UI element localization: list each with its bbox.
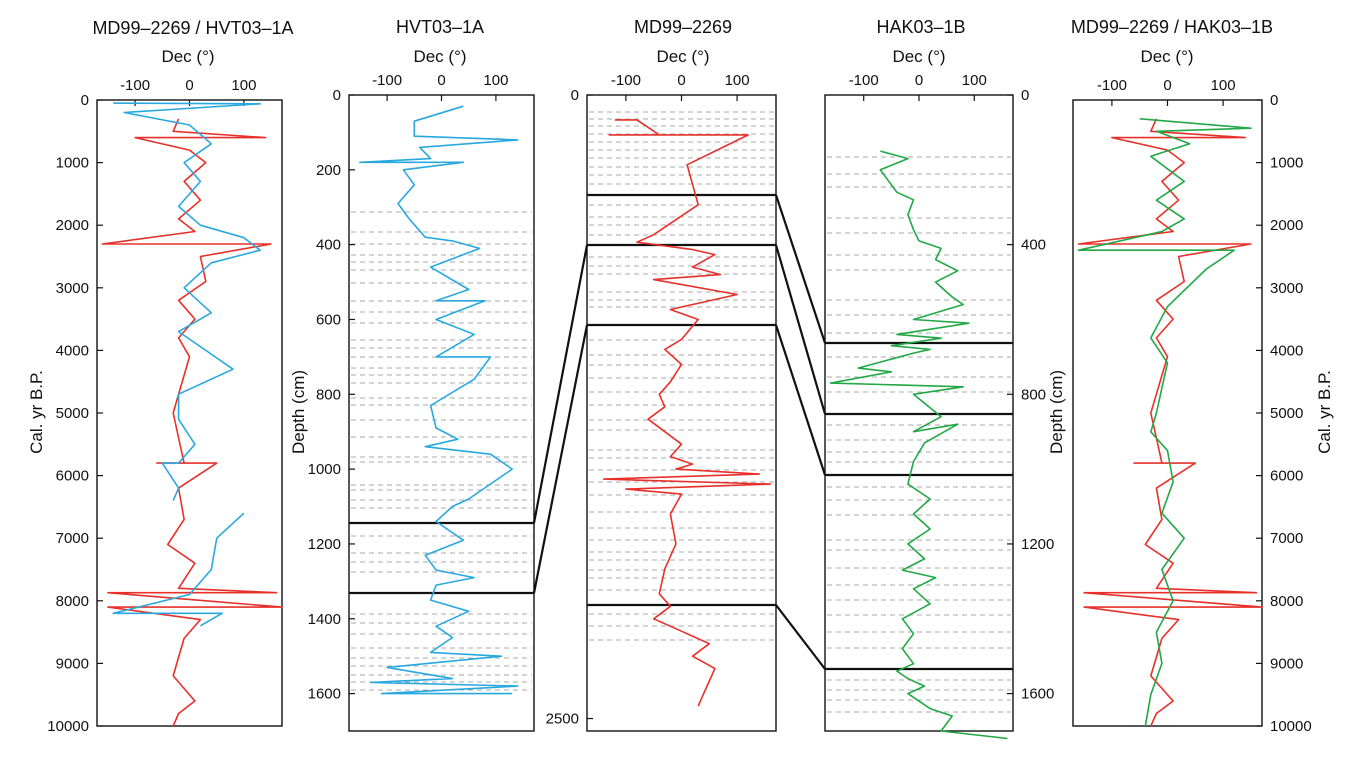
y-tick-label: 1600 [308, 686, 341, 703]
tie-line [532, 244, 589, 524]
tie-line [775, 604, 826, 670]
panel3-xlabel: Dec (°) [656, 47, 709, 66]
p2-series-line [359, 105, 519, 695]
panel4-title: HAK03–1B [876, 17, 965, 37]
y-tick-label: 5000 [56, 405, 89, 422]
x-tick-label: -100 [120, 77, 150, 94]
y-tick-label: 9000 [1270, 655, 1303, 672]
panel3-title: MD99–2269 [634, 17, 732, 37]
y-tick-label: 10000 [1270, 718, 1312, 735]
p1-series-line [113, 102, 261, 501]
y-tick-label: 4000 [56, 342, 89, 359]
y-tick-label: 1600 [1021, 686, 1054, 703]
y-tick-label: 2500 [546, 711, 579, 728]
x-tick-label: 100 [231, 77, 256, 94]
y-tick-label: 800 [1021, 386, 1046, 403]
x-tick-label: 0 [437, 72, 445, 89]
y-tick-label: 4000 [1270, 342, 1303, 359]
panel5-ylabel: Cal. yr B.P. [1315, 370, 1334, 454]
y-tick-label: 0 [571, 87, 579, 104]
p4-series-line [829, 150, 1008, 740]
panel1-title: MD99–2269 / HVT03–1A [92, 18, 293, 38]
p3-panel: -100 0 100 0 2500 [546, 72, 777, 732]
p3-series-line [602, 119, 772, 707]
x-tick-label: -100 [372, 72, 402, 89]
p5-panel: -100 0 10001000200030004000500060007000800… [1072, 77, 1312, 735]
panel2-xlabel: Dec (°) [413, 47, 466, 66]
x-tick-label: 0 [1163, 77, 1171, 94]
x-tick-label: 0 [915, 72, 923, 89]
y-tick-label: 1200 [1021, 536, 1054, 553]
y-tick-label: 3000 [56, 280, 89, 297]
y-tick-label: 2000 [1270, 217, 1303, 234]
panel4-ylabel: Depth (cm) [1047, 370, 1066, 454]
panel5-xlabel: Dec (°) [1140, 47, 1193, 66]
panel2-ylabel: Depth (cm) [289, 370, 308, 454]
y-tick-label: 1200 [308, 536, 341, 553]
y-tick-label: 8000 [56, 593, 89, 610]
tie-line [774, 194, 827, 344]
panel1-xlabel: Dec (°) [161, 47, 214, 66]
p5-series-line [1077, 118, 1252, 727]
p3-frame [586, 94, 777, 732]
x-tick-label: 100 [1211, 77, 1236, 94]
y-tick-label: 6000 [1270, 468, 1303, 485]
tie-line [774, 244, 827, 415]
x-tick-label: 100 [483, 72, 508, 89]
x-tick-label: -100 [1097, 77, 1127, 94]
y-tick-label: 7000 [1270, 530, 1303, 547]
panel1-ylabel: Cal. yr B.P. [27, 370, 46, 454]
y-tick-label: 200 [316, 162, 341, 179]
y-tick-label: 9000 [56, 655, 89, 672]
y-tick-label: 1000 [1270, 155, 1303, 172]
x-tick-label: -100 [849, 72, 879, 89]
p1-panel: -100 0 10001000200030004000500060007000800… [47, 77, 283, 735]
y-tick-label: 0 [81, 92, 89, 109]
x-tick-label: 0 [185, 77, 193, 94]
y-tick-label: 800 [316, 386, 341, 403]
y-tick-label: 6000 [56, 468, 89, 485]
y-tick-label: 3000 [1270, 280, 1303, 297]
y-tick-label: 0 [333, 87, 341, 104]
p2-frame [348, 94, 535, 732]
p1-series-line [112, 512, 245, 627]
y-tick-label: 5000 [1270, 405, 1303, 422]
correlation-lines [349, 193, 1013, 671]
y-tick-label: 400 [1021, 237, 1046, 254]
p1-series-line [101, 118, 283, 727]
y-tick-label: 10000 [47, 718, 89, 735]
panel4-xlabel: Dec (°) [892, 47, 945, 66]
y-tick-label: 600 [316, 311, 341, 328]
y-tick-label: 400 [316, 237, 341, 254]
y-tick-label: 2000 [56, 217, 89, 234]
panel2-title: HVT03–1A [396, 17, 484, 37]
y-tick-label: 7000 [56, 530, 89, 547]
p4-panel: -100 0 100 0 400 800 1200 1600 [824, 72, 1054, 740]
x-tick-label: 100 [962, 72, 987, 89]
x-tick-label: -100 [611, 72, 641, 89]
x-tick-label: 0 [677, 72, 685, 89]
y-tick-label: 0 [1021, 87, 1029, 104]
y-tick-label: 1000 [308, 461, 341, 478]
p5-series-line [1077, 118, 1263, 727]
x-tick-label: 100 [725, 72, 750, 89]
tie-line [532, 324, 589, 594]
y-tick-label: 8000 [1270, 593, 1303, 610]
panel5-title: MD99–2269 / HAK03–1B [1071, 17, 1273, 37]
tie-line [774, 324, 827, 476]
y-tick-label: 1400 [308, 611, 341, 628]
y-tick-label: 0 [1270, 92, 1278, 109]
y-tick-label: 1000 [56, 155, 89, 172]
